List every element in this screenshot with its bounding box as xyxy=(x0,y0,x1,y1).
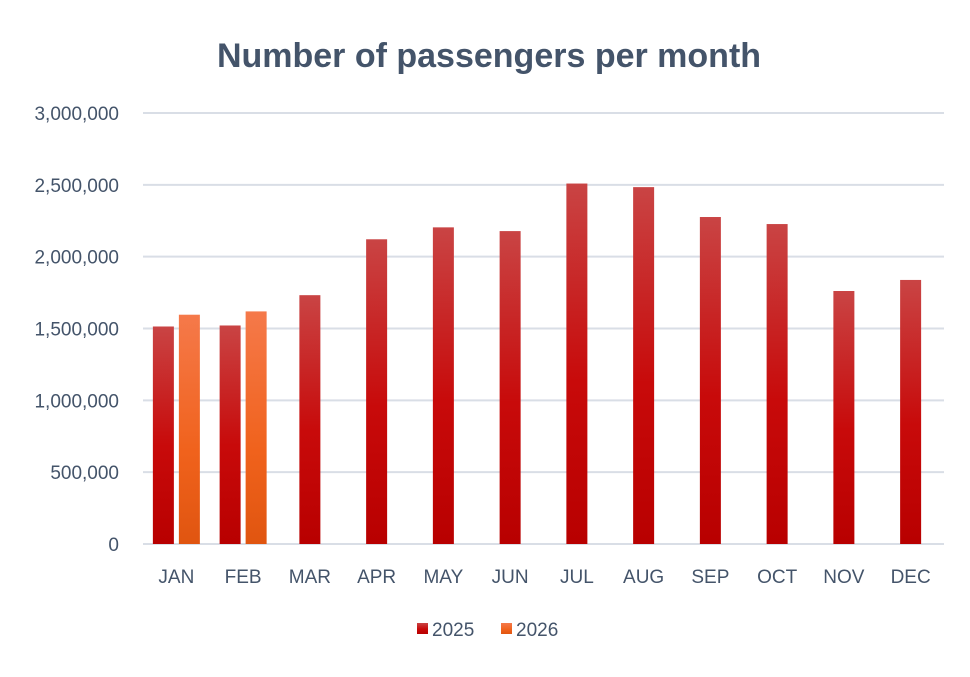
legend-swatch-2025 xyxy=(417,623,428,634)
bar-2025-nov xyxy=(833,291,855,544)
x-tick-label: DEC xyxy=(891,567,931,588)
bar-2025-may xyxy=(432,227,454,544)
bar-2025-sep xyxy=(699,217,721,545)
y-tick-label: 1,500,000 xyxy=(34,320,119,341)
bar-2025-jun xyxy=(499,231,521,544)
x-tick-label: OCT xyxy=(757,567,798,588)
y-tick-label: 3,000,000 xyxy=(34,104,119,125)
y-tick-label: 2,500,000 xyxy=(34,176,119,197)
legend-label-2025: 2025 xyxy=(432,620,474,641)
legend-label-2026: 2026 xyxy=(516,620,558,641)
y-tick-label: 1,000,000 xyxy=(34,391,119,412)
y-tick-label: 0 xyxy=(108,535,119,556)
x-tick-label: MAY xyxy=(423,567,463,588)
bar-2025-oct xyxy=(766,224,788,545)
bar-2025-jul xyxy=(566,183,588,544)
chart-title: Number of passengers per month xyxy=(217,37,761,75)
x-tick-label: FEB xyxy=(225,567,262,588)
bar-2025-apr xyxy=(366,239,388,544)
x-tick-label: MAR xyxy=(289,567,331,588)
bar-2025-jan xyxy=(152,326,174,544)
bar-2025-feb xyxy=(219,325,241,544)
y-tick-label: 2,000,000 xyxy=(34,248,119,269)
x-tick-label: JUN xyxy=(492,567,529,588)
bar-2025-aug xyxy=(633,187,655,544)
bar-2026-feb xyxy=(245,311,267,544)
x-tick-label: APR xyxy=(357,567,396,588)
bar-2025-mar xyxy=(299,295,321,544)
x-tick-label: AUG xyxy=(623,567,664,588)
bar-2026-jan xyxy=(178,314,200,544)
x-tick-label: SEP xyxy=(691,567,729,588)
legend-swatch-2026 xyxy=(501,623,512,634)
bar-2025-dec xyxy=(900,279,922,544)
y-tick-label: 500,000 xyxy=(50,463,119,484)
x-tick-label: JUL xyxy=(560,567,594,588)
x-tick-label: NOV xyxy=(823,567,865,588)
x-tick-label: JAN xyxy=(158,567,194,588)
